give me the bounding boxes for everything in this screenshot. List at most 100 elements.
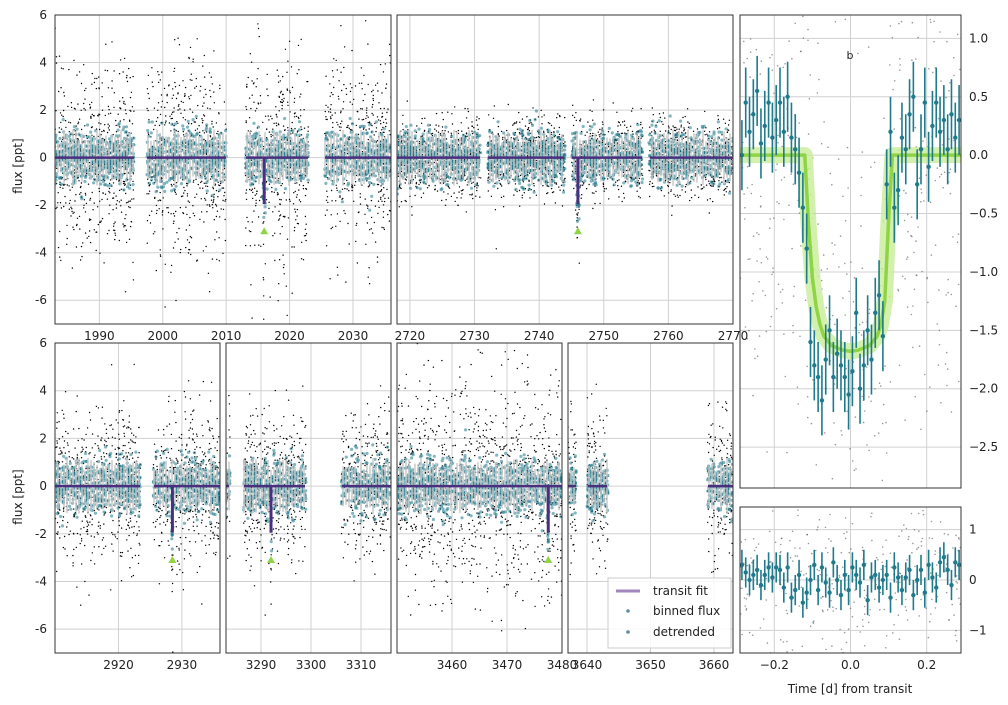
detrended-point	[124, 125, 129, 129]
raw-point	[385, 122, 388, 124]
raw-point	[513, 123, 515, 125]
raw-point	[251, 317, 253, 319]
raw-point	[296, 215, 298, 217]
raw-point	[178, 227, 180, 230]
raw-point	[351, 87, 353, 89]
raw-point	[123, 57, 126, 60]
raw-point	[80, 185, 82, 188]
raw-point	[124, 183, 127, 185]
raw-point	[300, 126, 302, 128]
raw-point	[324, 110, 326, 113]
raw-point	[170, 117, 172, 120]
raw-point	[294, 182, 296, 184]
raw-point	[471, 125, 474, 128]
raw-point	[246, 83, 248, 86]
raw-point	[578, 262, 580, 264]
raw-point	[248, 97, 251, 99]
raw-point	[364, 198, 366, 200]
raw-point	[279, 215, 281, 217]
raw-point	[188, 123, 190, 125]
detrended-point	[267, 177, 271, 181]
raw-point	[532, 107, 534, 109]
raw-point	[278, 95, 280, 98]
raw-point	[286, 314, 288, 317]
raw-point	[129, 120, 131, 123]
raw-point	[60, 87, 62, 89]
raw-point	[68, 208, 71, 210]
raw-point	[201, 180, 203, 182]
raw-point	[487, 173, 490, 175]
raw-point	[118, 179, 121, 181]
raw-point	[99, 221, 101, 223]
detrended-point	[99, 182, 103, 186]
raw-point	[266, 73, 268, 76]
raw-point	[192, 212, 194, 214]
raw-point	[174, 39, 176, 41]
detrended-point	[128, 186, 132, 190]
raw-point	[125, 192, 127, 195]
raw-point	[92, 209, 94, 211]
raw-point	[441, 199, 443, 202]
raw-point	[434, 128, 436, 130]
raw-point	[332, 122, 334, 124]
raw-point	[68, 202, 71, 204]
raw-point	[131, 198, 133, 200]
raw-point	[623, 120, 626, 122]
raw-point	[188, 224, 191, 226]
raw-point	[370, 216, 373, 219]
raw-point	[367, 121, 369, 124]
raw-point	[255, 202, 257, 204]
raw-point	[186, 239, 189, 241]
raw-point	[472, 197, 474, 200]
raw-point	[383, 227, 385, 229]
raw-point	[622, 192, 625, 195]
raw-point	[524, 125, 527, 127]
detrended-point	[283, 187, 287, 191]
raw-point	[157, 102, 160, 104]
raw-point	[161, 71, 163, 73]
raw-point	[346, 179, 348, 182]
raw-point	[216, 132, 218, 135]
raw-point	[294, 208, 296, 210]
raw-point	[285, 285, 287, 287]
raw-point	[500, 183, 502, 186]
raw-point	[358, 82, 361, 85]
raw-point	[402, 114, 404, 117]
raw-point	[298, 184, 301, 186]
raw-point	[185, 206, 187, 208]
raw-point	[444, 204, 447, 206]
raw-point	[57, 192, 59, 194]
raw-point	[337, 274, 339, 276]
raw-point	[177, 122, 179, 125]
raw-point	[187, 252, 190, 254]
raw-point	[341, 89, 343, 92]
detrended-point	[208, 129, 212, 133]
raw-point	[154, 231, 156, 233]
raw-point	[713, 179, 715, 181]
raw-point	[65, 126, 67, 129]
raw-point	[201, 118, 203, 120]
raw-point	[307, 126, 309, 128]
raw-point	[109, 179, 112, 181]
raw-point	[304, 194, 307, 197]
raw-point	[612, 102, 614, 104]
raw-point	[209, 108, 211, 110]
raw-point	[130, 221, 133, 223]
raw-point	[245, 189, 248, 191]
raw-point	[73, 169, 76, 171]
raw-point	[674, 195, 677, 197]
raw-point	[270, 136, 272, 138]
raw-point	[108, 229, 110, 232]
raw-point	[253, 187, 256, 189]
raw-point	[537, 116, 540, 118]
raw-point	[382, 195, 384, 197]
raw-point	[132, 261, 134, 264]
raw-point	[279, 214, 282, 216]
detrended-point	[339, 137, 343, 141]
raw-point	[108, 108, 110, 111]
raw-point	[336, 213, 339, 215]
raw-point	[250, 61, 253, 63]
raw-point	[278, 259, 281, 261]
raw-point	[300, 134, 303, 136]
